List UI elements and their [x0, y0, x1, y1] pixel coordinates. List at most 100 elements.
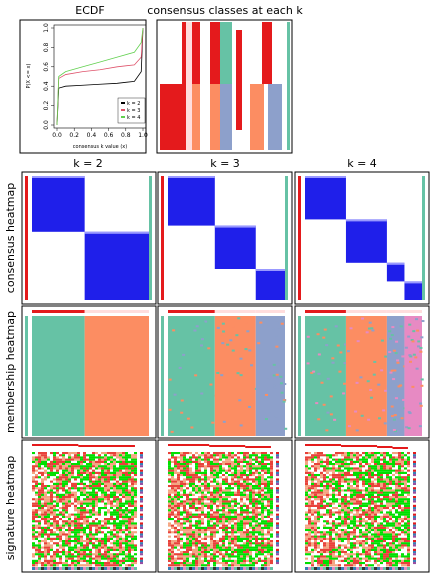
heat-cell — [131, 485, 134, 487]
heat-cell — [41, 564, 44, 566]
heat-cell — [86, 564, 89, 566]
heat-cell — [104, 474, 107, 476]
heat-cell — [53, 481, 56, 483]
heat-cell — [344, 494, 347, 496]
heat-cell — [276, 374, 279, 376]
heat-cell — [314, 461, 317, 463]
heat-cell — [249, 474, 252, 476]
heat-cell — [267, 498, 270, 500]
heat-cell — [186, 558, 189, 560]
heat-cell — [311, 474, 314, 476]
heat-cell — [32, 503, 35, 505]
heat-cell — [210, 536, 213, 538]
heat-cell — [317, 465, 320, 467]
heat-cell — [80, 533, 83, 535]
heat-cell — [398, 485, 401, 487]
heat-cell — [168, 529, 171, 531]
heat-cell — [125, 547, 128, 549]
heat-cell — [86, 547, 89, 549]
heat-cell — [243, 542, 246, 544]
heat-cell — [371, 454, 374, 456]
heat-cell — [183, 478, 186, 480]
heat-cell — [80, 553, 83, 555]
heat-cell — [240, 456, 243, 458]
heat-cell — [222, 478, 225, 480]
heat-cell — [177, 542, 180, 544]
heat-cell — [198, 514, 201, 516]
heat-cell — [174, 503, 177, 505]
heat-cell — [190, 426, 193, 428]
heat-cell — [210, 492, 213, 494]
heat-cell — [77, 483, 80, 485]
heat-cell — [308, 474, 311, 476]
heat-cell — [47, 463, 50, 465]
heat-cell — [80, 472, 83, 474]
heat-cell — [47, 567, 50, 570]
heat-cell — [335, 456, 338, 458]
heat-cell — [210, 533, 213, 535]
heat-cell — [308, 472, 311, 474]
heat-cell — [401, 498, 404, 500]
heat-cell — [341, 489, 344, 491]
heat-cell — [168, 514, 171, 516]
heat-cell — [171, 485, 174, 487]
heat-cell — [258, 459, 261, 461]
heat-cell — [32, 487, 35, 489]
heat-cell — [38, 476, 41, 478]
heat-cell — [359, 483, 362, 485]
heat-cell — [168, 522, 171, 524]
heat-cell — [119, 474, 122, 476]
heat-cell — [128, 476, 131, 478]
heat-cell — [59, 516, 62, 518]
heat-cell — [201, 547, 204, 549]
heat-cell — [335, 478, 338, 480]
heat-cell — [261, 505, 264, 507]
heat-cell — [62, 483, 65, 485]
heat-cell — [62, 514, 65, 516]
heat-cell — [189, 514, 192, 516]
heat-cell — [128, 514, 131, 516]
heat-cell — [201, 520, 204, 522]
heat-cell — [101, 522, 104, 524]
heat-cell — [74, 454, 77, 456]
heat-cell — [171, 549, 174, 551]
heat-cell — [255, 533, 258, 535]
heat-cell — [50, 529, 53, 531]
heat-cell — [134, 461, 137, 463]
heat-cell — [201, 478, 204, 480]
heat-cell — [326, 467, 329, 469]
heat-cell — [267, 514, 270, 516]
heat-cell — [204, 454, 207, 456]
heat-cell — [116, 564, 119, 566]
heat-cell — [95, 525, 98, 527]
heat-cell — [407, 503, 410, 505]
heat-cell — [395, 397, 398, 399]
heat-cell — [323, 483, 326, 485]
heat-cell — [255, 540, 258, 542]
heat-cell — [35, 452, 38, 454]
heat-cell — [53, 547, 56, 549]
heat-cell — [107, 481, 110, 483]
heat-cell — [32, 485, 35, 487]
heat-cell — [80, 507, 83, 509]
heat-cell — [92, 549, 95, 551]
heat-cell — [122, 463, 125, 465]
heat-cell — [189, 511, 192, 513]
heat-cell — [44, 492, 47, 494]
heat-cell — [219, 558, 222, 560]
heat-cell — [386, 489, 389, 491]
heat-cell — [279, 342, 282, 344]
heat-cell — [47, 481, 50, 483]
heat-cell — [240, 511, 243, 513]
heat-cell — [113, 463, 116, 465]
heat-cell — [255, 538, 258, 540]
heat-cell — [252, 542, 255, 544]
heat-cell — [74, 518, 77, 520]
heat-cell — [353, 485, 356, 487]
heat-cell — [258, 549, 261, 551]
heat-cell — [192, 476, 195, 478]
heat-cell — [267, 487, 270, 489]
heat-cell — [201, 467, 204, 469]
heat-cell — [317, 503, 320, 505]
heat-cell — [207, 476, 210, 478]
